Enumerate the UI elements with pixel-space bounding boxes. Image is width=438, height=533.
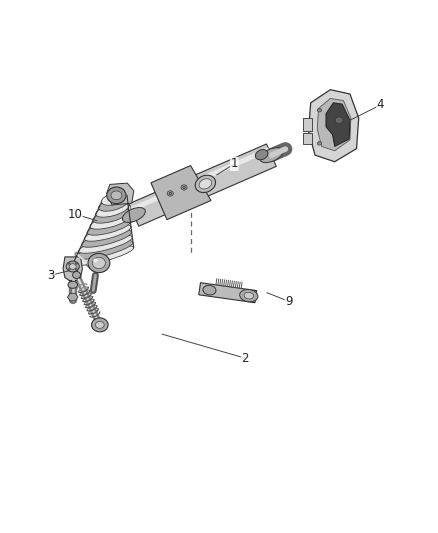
Ellipse shape xyxy=(75,269,78,270)
Ellipse shape xyxy=(68,269,70,270)
Polygon shape xyxy=(303,133,311,144)
Ellipse shape xyxy=(244,292,254,299)
Polygon shape xyxy=(317,99,351,151)
Ellipse shape xyxy=(101,192,127,205)
Ellipse shape xyxy=(107,187,126,204)
Ellipse shape xyxy=(255,150,268,160)
Polygon shape xyxy=(107,183,134,205)
Polygon shape xyxy=(67,293,78,301)
Text: 10: 10 xyxy=(67,208,82,221)
Ellipse shape xyxy=(195,175,215,192)
Ellipse shape xyxy=(76,240,133,260)
Text: 1: 1 xyxy=(230,157,238,171)
Ellipse shape xyxy=(68,281,78,288)
Polygon shape xyxy=(308,90,359,161)
Ellipse shape xyxy=(87,219,131,235)
Polygon shape xyxy=(326,103,350,147)
Ellipse shape xyxy=(317,108,321,112)
Ellipse shape xyxy=(183,187,185,189)
Ellipse shape xyxy=(93,259,98,262)
Ellipse shape xyxy=(92,318,108,332)
Ellipse shape xyxy=(73,271,81,278)
Ellipse shape xyxy=(169,192,172,195)
Ellipse shape xyxy=(66,261,79,272)
Ellipse shape xyxy=(199,179,212,189)
Ellipse shape xyxy=(122,207,145,222)
Ellipse shape xyxy=(95,203,128,217)
Ellipse shape xyxy=(99,198,128,211)
Ellipse shape xyxy=(260,148,283,163)
Ellipse shape xyxy=(88,253,110,272)
Ellipse shape xyxy=(69,264,76,269)
Polygon shape xyxy=(199,282,257,303)
Polygon shape xyxy=(129,144,276,226)
Ellipse shape xyxy=(73,246,134,265)
Ellipse shape xyxy=(181,185,187,190)
Ellipse shape xyxy=(95,321,104,328)
Ellipse shape xyxy=(203,285,216,295)
Polygon shape xyxy=(63,257,82,280)
Ellipse shape xyxy=(335,117,343,124)
Ellipse shape xyxy=(92,257,106,269)
Text: 4: 4 xyxy=(377,99,384,111)
Ellipse shape xyxy=(84,224,131,241)
Ellipse shape xyxy=(81,230,132,247)
Ellipse shape xyxy=(68,263,70,264)
Ellipse shape xyxy=(93,208,129,223)
Ellipse shape xyxy=(78,235,132,253)
Polygon shape xyxy=(303,118,311,131)
Text: 3: 3 xyxy=(47,269,55,282)
Ellipse shape xyxy=(75,263,78,264)
Text: 9: 9 xyxy=(285,295,293,308)
Ellipse shape xyxy=(317,142,321,145)
Polygon shape xyxy=(131,147,270,212)
Ellipse shape xyxy=(111,191,122,200)
Polygon shape xyxy=(151,166,211,220)
Text: 2: 2 xyxy=(241,352,249,365)
Ellipse shape xyxy=(240,289,258,302)
Ellipse shape xyxy=(90,214,130,229)
Ellipse shape xyxy=(167,191,173,196)
